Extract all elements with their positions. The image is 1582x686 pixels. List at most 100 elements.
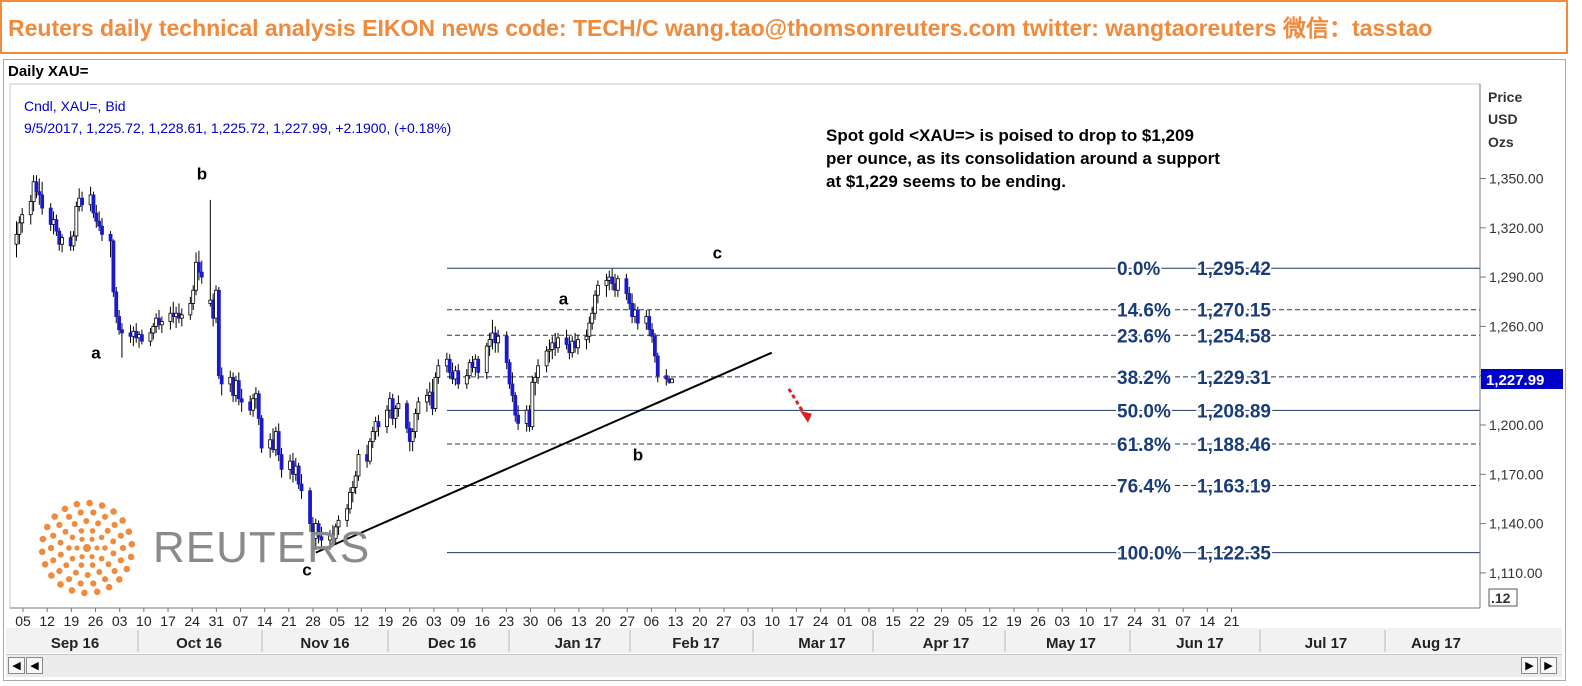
candle-body [564,337,569,345]
logo-dot [90,580,97,587]
logo-dot [74,545,80,551]
x-tick-label: 13 [571,613,587,629]
scroll-last-button[interactable]: ▶ [1540,657,1557,674]
x-tick-label: 01 [837,613,853,629]
fib-pct-label: 100.0% [1117,544,1182,565]
x-tick-label: 14 [1200,613,1216,629]
fib-value-label: 1,163.19 [1197,476,1271,497]
scroll-right-button[interactable]: ▶ [1521,657,1538,674]
logo-dot [71,521,78,527]
logo-dot [78,562,85,568]
y-tick-label: 1,140.00 [1489,516,1544,532]
x-tick-label: 20 [692,613,708,629]
y-axis-label-unit: Ozs [1488,134,1514,150]
wave-label: c [713,243,722,262]
x-tick-label: 19 [64,613,80,629]
candle-body [647,316,652,331]
candle-body [296,465,301,485]
logo-dot [119,517,126,524]
chart-overlays: b a c a b c [91,165,812,580]
logo-dot [105,561,112,568]
fib-pct-label: 38.2% [1117,368,1171,389]
wave-label: b [197,165,207,184]
candle-body [108,233,113,242]
x-tick-label: 07 [233,613,249,629]
candle-body [530,381,535,428]
logo-dot [125,528,133,535]
candle-body [504,335,509,363]
y-tick-label: 1,170.00 [1489,466,1544,482]
candle-body [308,490,312,525]
candle-body [100,225,104,235]
logo-dot [89,528,96,534]
candle-body [385,409,389,428]
candle-body [179,314,184,319]
candle-body [236,380,241,400]
candle-body [111,240,116,293]
candle-body [48,207,53,225]
x-tick-label: 21 [281,613,297,629]
candle-body [496,335,501,344]
logo-dot [69,555,76,562]
logo-dot [57,581,64,588]
scroll-first-button[interactable]: ◀ [8,657,25,674]
candle-body [376,421,381,428]
month-label: Apr 17 [923,635,970,652]
month-label: Jan 17 [555,635,602,652]
logo-dot [105,583,113,591]
candle-body [484,345,489,373]
fib-value-label: 1,270.15 [1197,301,1271,322]
x-tick-label: 30 [523,613,539,629]
candle-body [413,413,418,432]
candle-body [615,278,620,291]
scroll-left-button[interactable]: ◀ [26,657,43,674]
decimal-button[interactable] [1488,588,1518,607]
candlestick-series [14,175,674,550]
fib-pct-label: 76.4% [1117,476,1171,497]
logo-dot [39,535,47,543]
logo-dot [43,523,51,531]
candle-body [239,398,244,403]
logo-dot [116,576,123,583]
candle-body [547,349,552,352]
fib-value-label: 1,208.89 [1197,401,1271,422]
x-tick-label: 27 [619,613,635,629]
logo-dot [117,557,124,564]
logo-dot [57,539,64,546]
logo-dot [89,562,96,568]
x-tick-label: 26 [402,613,418,629]
logo-dot [38,548,46,556]
candle-body [91,194,96,214]
logo-dot [111,521,118,529]
x-tick-label: 31 [1151,613,1167,629]
y-axis-label-currency: USD [1488,111,1518,127]
annotation-line-2: per ounce, as its consolidation around a… [826,149,1220,168]
x-tick-label: 13 [668,613,684,629]
candle-body [653,335,657,357]
logo-dot [83,518,90,524]
logo-dot [83,544,91,552]
support-trendline [315,351,773,554]
x-tick-label: 26 [88,613,104,629]
candle-body [188,302,193,316]
date-axis: 05 12 19 26 03 10 17 24 31 07 14 21 28 05 12 19 26 03 09 16… [6,607,1562,653]
horizontal-scrollbar[interactable]: ◀ ◀ ▶ ▶ [6,654,1562,677]
x-tick-label: 24 [184,613,200,629]
candle-body [168,312,173,322]
candle-body [624,278,629,294]
wave-label: a [91,344,101,363]
month-label: Nov 16 [300,635,349,652]
x-tick-label: 10 [764,613,780,629]
candle-body [216,289,221,377]
candle-body [333,526,338,539]
month-label: Oct 16 [176,635,222,652]
logo-dot [77,509,84,516]
fib-value-label: 1,254.58 [1197,326,1271,347]
candle-body [256,393,261,419]
candle-body [350,487,355,493]
candle-body [139,334,144,342]
wave-label: a [559,289,569,308]
candle-body [159,321,164,326]
x-tick-label: 31 [209,613,225,629]
